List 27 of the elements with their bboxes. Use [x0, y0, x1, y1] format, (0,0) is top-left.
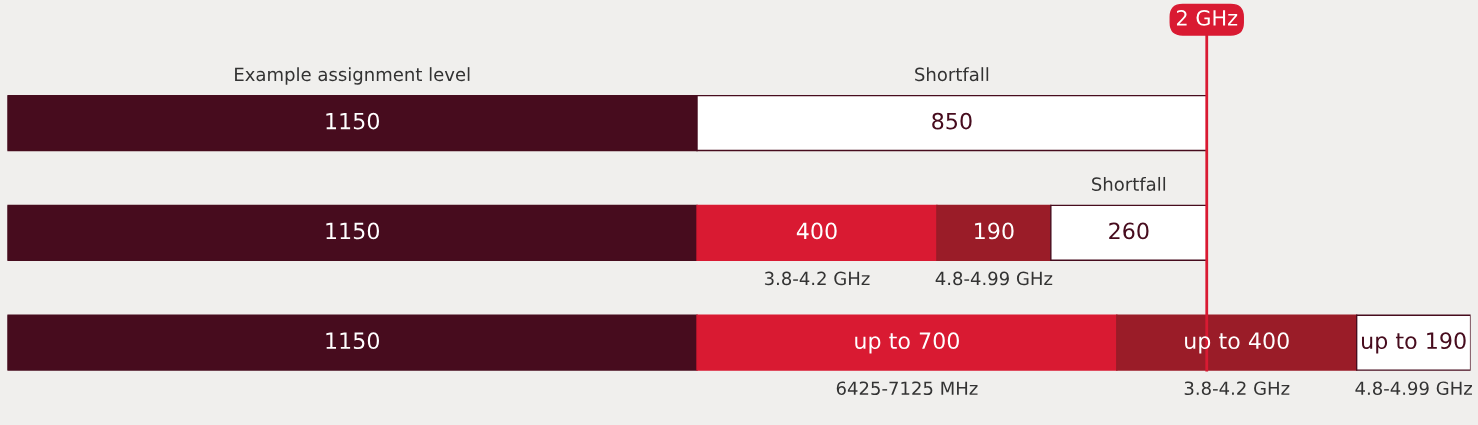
bar: [696, 204, 938, 262]
annotation: Shortfall: [915, 67, 989, 82]
annotation: 4.8-4.99 GHz: [935, 271, 1053, 286]
bar: [1355, 314, 1471, 371]
data-label: 190: [975, 222, 1014, 240]
data-label: 400: [796, 222, 837, 240]
text: 4.8-4.99 GHz: [1355, 381, 1472, 396]
annotation: 3.8-4.2 GHz: [764, 271, 870, 286]
bar: [696, 314, 1118, 371]
bar: [1050, 204, 1208, 262]
bar: [7, 204, 698, 262]
data-label: 1150: [326, 222, 380, 240]
bar: [7, 314, 698, 371]
data-label: 260: [1109, 222, 1149, 240]
data-label: 850: [932, 112, 972, 130]
data-label: up to 400: [1185, 332, 1289, 354]
bar: [936, 204, 1052, 262]
data-label: 1150: [326, 112, 380, 130]
bar: [1116, 314, 1358, 371]
data-label: 1150: [326, 332, 380, 350]
text: 3.8-4.2 GHz: [1184, 381, 1290, 396]
annotation: Example assignment level: [235, 67, 470, 85]
annotation: Shortfall: [1092, 176, 1166, 191]
text: 6425-7125 MHz: [836, 381, 978, 396]
data-label: up to 190: [1362, 332, 1466, 354]
ref-line-label: 2 GHz: [1176, 9, 1238, 26]
data-label: up to 700: [855, 332, 959, 354]
